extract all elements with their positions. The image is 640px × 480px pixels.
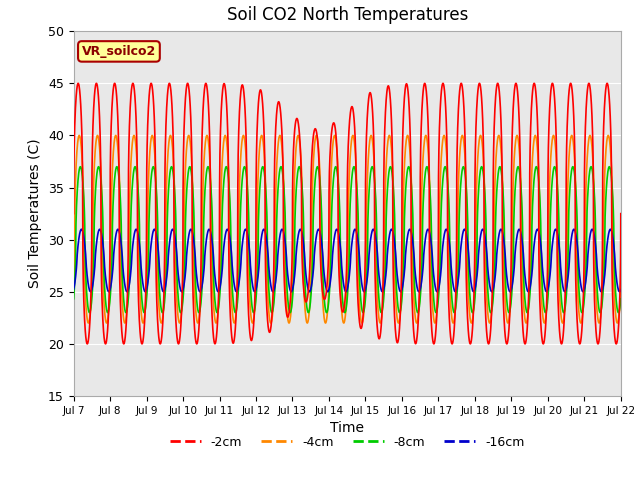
Y-axis label: Soil Temperatures (C): Soil Temperatures (C) [28,139,42,288]
Legend: -2cm, -4cm, -8cm, -16cm: -2cm, -4cm, -8cm, -16cm [164,431,530,454]
Text: VR_soilco2: VR_soilco2 [82,45,156,58]
X-axis label: Time: Time [330,421,364,435]
Title: Soil CO2 North Temperatures: Soil CO2 North Temperatures [227,6,468,24]
